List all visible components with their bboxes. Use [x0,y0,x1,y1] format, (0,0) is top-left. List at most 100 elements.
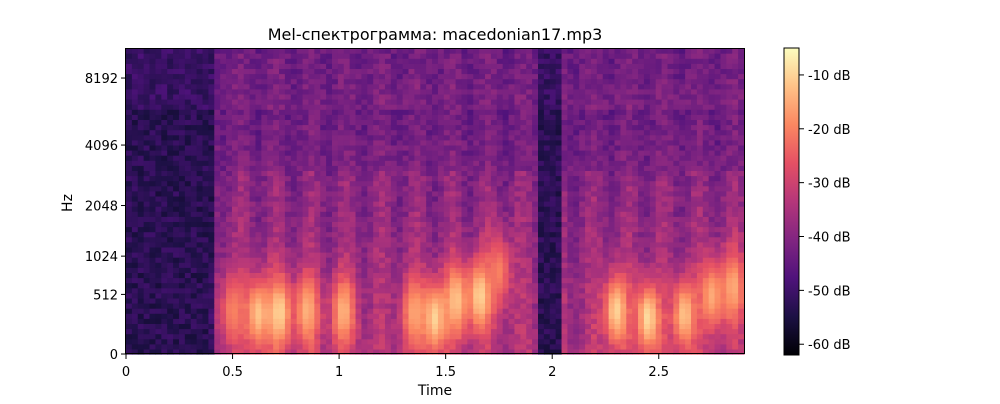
heatmap-cell [308,109,315,115]
heatmap-cell [408,318,415,324]
heatmap-cell [237,180,245,187]
heatmap-cell [190,114,198,120]
heatmap-cell [361,308,368,314]
heatmap-cell [202,308,209,314]
heatmap-cell [184,119,192,126]
heatmap-cell [414,226,421,233]
heatmap-cell [596,63,604,69]
heatmap-cell [549,195,557,202]
heatmap-cell [514,226,521,233]
heatmap-cell [261,267,268,273]
heatmap-cell [143,348,151,355]
heatmap-cell [596,328,604,335]
heatmap-cell [155,58,162,64]
heatmap-cell [373,328,380,335]
heatmap-cell [220,144,227,151]
heatmap-cell [573,241,580,248]
heatmap-cell [596,303,604,309]
heatmap-cell [443,348,451,355]
heatmap-cell [161,48,168,54]
heatmap-cell [220,180,227,187]
heatmap-cell [532,267,539,273]
heatmap-cell [573,53,580,59]
heatmap-cell [443,78,451,85]
heatmap-cell [314,226,321,233]
heatmap-cell [573,114,580,120]
heatmap-cell [279,185,286,192]
heatmap-cell [538,129,545,136]
heatmap-cell [190,267,198,273]
heatmap-cell [420,206,427,212]
heatmap-cell [443,333,451,340]
heatmap-cell [290,160,298,166]
heatmap-cell [432,160,439,166]
heatmap-cell [226,63,233,69]
heatmap-cell [396,190,404,197]
heatmap-cell [455,88,463,95]
heatmap-cell [290,114,298,120]
heatmap-cell [155,160,162,166]
heatmap-cell [155,93,162,100]
heatmap-cell [355,139,363,146]
heatmap-cell [337,323,345,330]
heatmap-cell [390,211,398,217]
heatmap-cell [596,83,604,90]
heatmap-cell [408,201,415,207]
heatmap-cell [390,338,398,345]
heatmap-cell [390,195,398,202]
heatmap-cell [602,201,610,207]
heatmap-cell [126,206,133,212]
heatmap-cell [432,328,439,335]
heatmap-cell [343,348,351,355]
heatmap-cell [490,211,498,217]
heatmap-cell [173,104,180,110]
heatmap-cell [449,211,457,217]
heatmap-cell [426,195,433,202]
heatmap-cell [237,348,245,355]
heatmap-cell [343,257,351,263]
heatmap-cell [473,297,480,304]
heatmap-cell [173,313,180,319]
heatmap-cell [308,185,315,192]
heatmap-cell [585,287,592,294]
heatmap-cell [343,338,351,345]
heatmap-cell [161,236,168,243]
heatmap-cell [420,180,427,187]
heatmap-cell [349,267,357,273]
heatmap-cell [614,313,621,319]
heatmap-cell [320,134,327,141]
heatmap-cell [184,73,192,80]
heatmap-cell [208,313,215,319]
heatmap-cell [167,313,174,319]
heatmap-cell [337,338,345,345]
heatmap-cell [485,53,492,59]
heatmap-cell [373,160,380,166]
heatmap-cell [231,246,239,253]
heatmap-cell [355,216,363,222]
heatmap-cell [561,343,569,350]
heatmap-cell [408,226,415,233]
heatmap-cell [349,216,357,222]
heatmap-cell [538,185,545,192]
heatmap-cell [573,287,580,294]
heatmap-cell [508,211,516,217]
heatmap-cell [443,119,451,126]
heatmap-cell [432,313,439,319]
heatmap-cell [420,114,427,120]
heatmap-cell [237,48,245,54]
heatmap-cell [373,206,380,212]
heatmap-cell [308,313,315,319]
heatmap-cell [490,333,498,340]
heatmap-cell [608,231,616,238]
heatmap-cell [279,241,286,248]
heatmap-cell [126,303,133,309]
heatmap-cell [426,155,433,161]
heatmap-cell [379,318,386,324]
heatmap-cell [273,68,280,75]
heatmap-cell [490,348,498,355]
heatmap-cell [243,272,251,279]
heatmap-cell [567,170,574,177]
heatmap-cell [231,257,239,263]
heatmap-cell [126,109,133,115]
heatmap-cell [190,313,198,319]
